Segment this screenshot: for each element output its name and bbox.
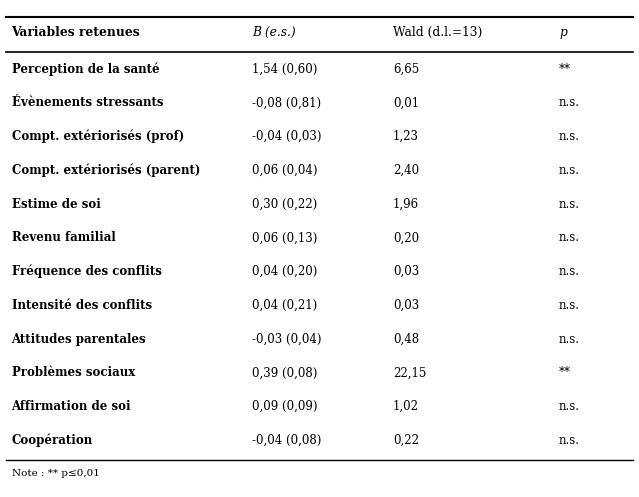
Text: n.s.: n.s. (559, 434, 580, 447)
Text: p: p (559, 26, 567, 39)
Text: 0,06 (0,13): 0,06 (0,13) (252, 231, 318, 245)
Text: Compt. extériorisés (parent): Compt. extériorisés (parent) (12, 164, 200, 177)
Text: 0,09 (0,09): 0,09 (0,09) (252, 400, 318, 413)
Text: 0,04 (0,20): 0,04 (0,20) (252, 265, 318, 278)
Text: 0,48: 0,48 (393, 332, 419, 345)
Text: 2,40: 2,40 (393, 164, 419, 177)
Text: -0,04 (0,03): -0,04 (0,03) (252, 130, 322, 143)
Text: Évènements stressants: Évènements stressants (12, 96, 163, 109)
Text: 0,30 (0,22): 0,30 (0,22) (252, 198, 318, 211)
Text: **: ** (559, 366, 571, 379)
Text: Variables retenues: Variables retenues (12, 26, 140, 39)
Text: 0,20: 0,20 (393, 231, 419, 245)
Text: Perception de la santé: Perception de la santé (12, 62, 159, 76)
Text: 1,23: 1,23 (393, 130, 419, 143)
Text: Revenu familial: Revenu familial (12, 231, 115, 245)
Text: -0,08 (0,81): -0,08 (0,81) (252, 96, 321, 109)
Text: 0,03: 0,03 (393, 299, 419, 312)
Text: 6,65: 6,65 (393, 63, 419, 76)
Text: -0,04 (0,08): -0,04 (0,08) (252, 434, 322, 447)
Text: Coopération: Coopération (12, 433, 93, 447)
Text: 0,03: 0,03 (393, 265, 419, 278)
Text: 0,06 (0,04): 0,06 (0,04) (252, 164, 318, 177)
Text: 0,04 (0,21): 0,04 (0,21) (252, 299, 318, 312)
Text: Compt. extériorisés (prof): Compt. extériorisés (prof) (12, 130, 184, 143)
Text: B (e.s.): B (e.s.) (252, 26, 296, 39)
Text: 0,22: 0,22 (393, 434, 419, 447)
Text: 1,96: 1,96 (393, 198, 419, 211)
Text: Problèmes sociaux: Problèmes sociaux (12, 366, 135, 379)
Text: n.s.: n.s. (559, 96, 580, 109)
Text: n.s.: n.s. (559, 231, 580, 245)
Text: 1,02: 1,02 (393, 400, 419, 413)
Text: Note : ** p≤0,01: Note : ** p≤0,01 (12, 469, 100, 478)
Text: Wald (d.l.=13): Wald (d.l.=13) (393, 26, 482, 39)
Text: **: ** (559, 63, 571, 76)
Text: 1,54 (0,60): 1,54 (0,60) (252, 63, 318, 76)
Text: n.s.: n.s. (559, 400, 580, 413)
Text: 22,15: 22,15 (393, 366, 426, 379)
Text: Fréquence des conflits: Fréquence des conflits (12, 265, 162, 278)
Text: n.s.: n.s. (559, 164, 580, 177)
Text: 0,39 (0,08): 0,39 (0,08) (252, 366, 318, 379)
Text: n.s.: n.s. (559, 198, 580, 211)
Text: n.s.: n.s. (559, 265, 580, 278)
Text: n.s.: n.s. (559, 332, 580, 345)
Text: Intensité des conflits: Intensité des conflits (12, 299, 151, 312)
Text: n.s.: n.s. (559, 299, 580, 312)
Text: Affirmation de soi: Affirmation de soi (12, 400, 131, 413)
Text: n.s.: n.s. (559, 130, 580, 143)
Text: 0,01: 0,01 (393, 96, 419, 109)
Text: Attitudes parentales: Attitudes parentales (12, 332, 146, 345)
Text: -0,03 (0,04): -0,03 (0,04) (252, 332, 322, 345)
Text: Estime de soi: Estime de soi (12, 198, 100, 211)
